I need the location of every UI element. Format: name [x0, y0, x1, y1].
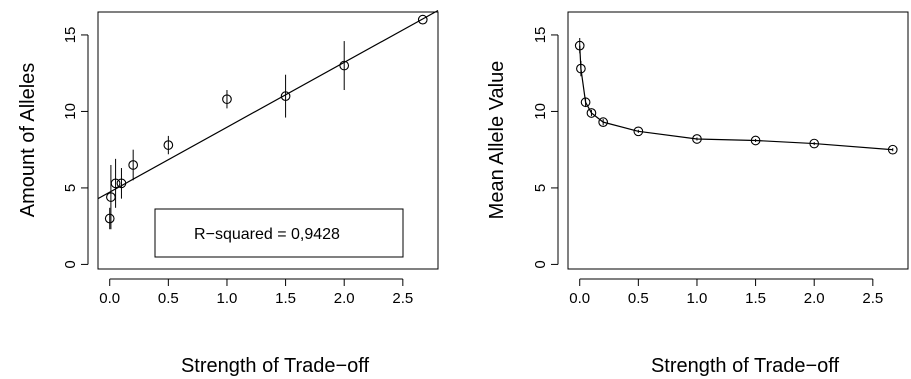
data-point [580, 97, 591, 108]
y-tick-label: 0 [532, 260, 549, 268]
data-point [750, 135, 761, 146]
data-point [110, 178, 121, 189]
x-axis-title: Strength of Trade−off [181, 355, 370, 377]
x-tick-label: 2.5 [862, 290, 883, 307]
y-tick-label: 5 [532, 184, 549, 192]
alleles-count-panel: Amount of Alleles Strength of Trade−off … [17, 9, 439, 377]
data-point [280, 91, 291, 101]
x-tick-label: 0.0 [569, 290, 590, 307]
x-tick-label: 0.0 [99, 290, 120, 307]
data-point [809, 138, 820, 149]
data-point [128, 160, 139, 170]
x-tick-label: 1.0 [687, 290, 708, 307]
data-point [163, 140, 174, 150]
x-tick-label: 2.0 [804, 290, 825, 307]
data-point [633, 126, 644, 137]
data-point [222, 94, 232, 105]
y-tick-label: 10 [62, 103, 79, 120]
data-point [417, 14, 428, 25]
y-tick-label: 5 [62, 184, 79, 192]
data-point [598, 117, 609, 127]
trend-line [579, 45, 893, 151]
x-tick-label: 1.5 [275, 290, 296, 307]
x-axis: 0.0 0.5 1.0 1.5 2.0 2.5 [99, 278, 413, 307]
x-tick-label: 1.5 [745, 290, 766, 307]
data-point [576, 63, 586, 74]
regression-line [97, 9, 439, 200]
x-axis-title: Strength of Trade−off [651, 355, 840, 377]
data-point [887, 144, 898, 155]
plot-frame [97, 11, 439, 270]
data-points [104, 14, 428, 230]
y-axis: 0 5 10 15 [532, 27, 559, 269]
data-point [339, 60, 350, 71]
data-point [586, 108, 597, 118]
trend-curve [579, 45, 893, 151]
data-points [574, 38, 898, 155]
x-tick-label: 0.5 [628, 290, 649, 307]
plot-frame [567, 11, 909, 270]
data-point [116, 178, 127, 189]
x-tick-label: 2.0 [334, 290, 355, 307]
data-point [574, 40, 585, 51]
x-tick-label: 0.5 [158, 290, 179, 307]
x-tick-label: 1.0 [217, 290, 238, 307]
y-axis: 0 5 10 15 [62, 27, 89, 269]
y-axis-title: Mean Allele Value [486, 61, 508, 220]
data-point [692, 134, 702, 144]
y-tick-label: 0 [62, 260, 79, 268]
mean-allele-panel: Mean Allele Value Strength of Trade−off … [486, 11, 909, 377]
data-point [104, 213, 115, 224]
x-tick-label: 2.5 [392, 290, 413, 307]
y-tick-label: 15 [62, 27, 79, 44]
y-tick-label: 15 [532, 27, 549, 44]
r-squared-box [154, 208, 404, 258]
x-axis: 0.0 0.5 1.0 1.5 2.0 2.5 [569, 278, 883, 307]
y-tick-label: 10 [532, 103, 549, 120]
y-axis-title: Amount of Alleles [17, 63, 39, 218]
regression-fit [97, 9, 439, 200]
r-squared-label: R−squared = 0,9428 [194, 226, 340, 243]
